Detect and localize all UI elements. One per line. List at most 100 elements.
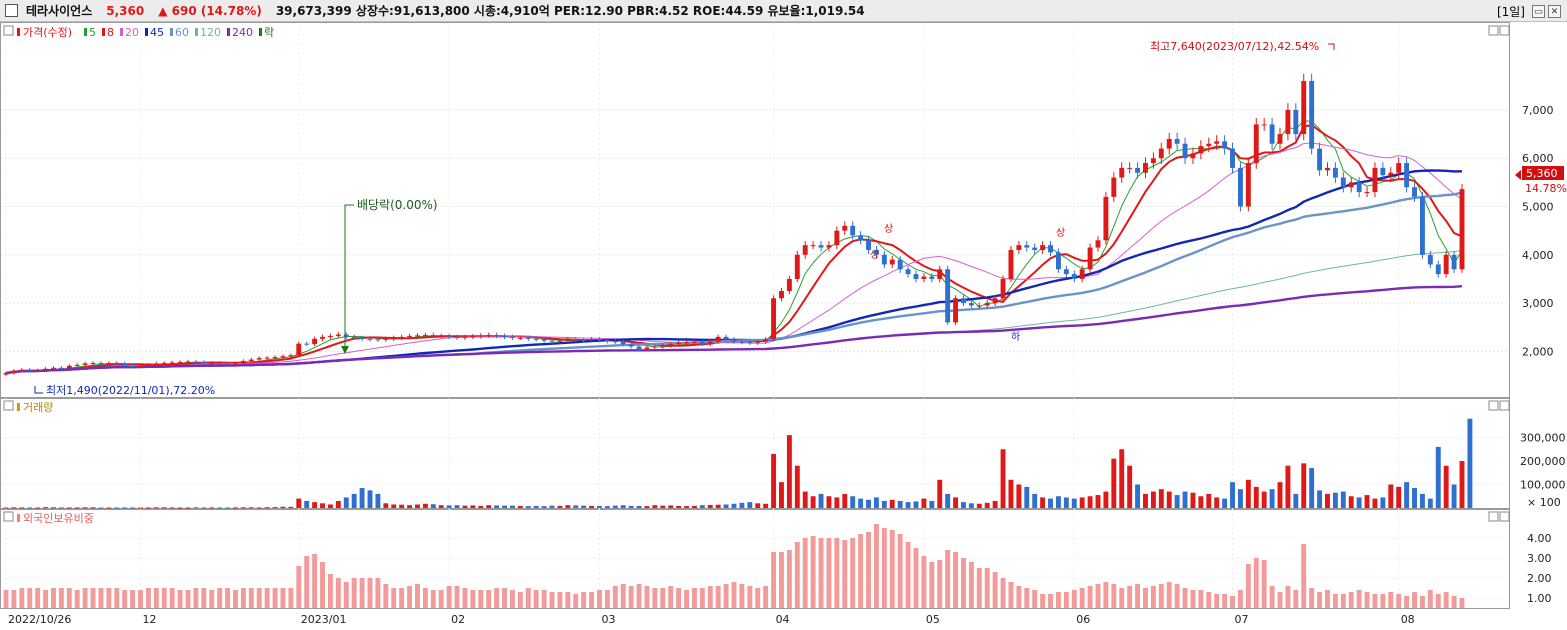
foreign-bar <box>422 588 428 608</box>
close-icon[interactable]: ✕ <box>1548 5 1561 18</box>
foreign-bar <box>557 592 563 608</box>
foreign-bar <box>407 586 413 608</box>
foreign-bar <box>280 588 286 608</box>
candle-body <box>612 341 618 343</box>
volume-bar <box>533 505 539 508</box>
volume-bar <box>494 505 500 508</box>
foreign-bar <box>58 588 64 608</box>
volume-bar <box>968 503 974 508</box>
foreign-bar <box>153 588 159 608</box>
ma-legend-mark <box>145 28 148 36</box>
foreign-bar <box>707 586 713 608</box>
candle-body <box>1293 109 1299 135</box>
x-tick-label: 2023/01 <box>301 613 347 626</box>
volume-bar <box>1158 489 1164 508</box>
foreign-bar <box>288 588 294 608</box>
candle-body <box>161 362 167 364</box>
volume-bar <box>1174 495 1180 508</box>
volume-bar <box>1325 493 1330 508</box>
volume-bar <box>699 505 705 508</box>
volume-bar <box>1166 491 1172 508</box>
candle-body <box>1032 247 1038 250</box>
foreign-bar <box>122 590 128 608</box>
candle-body <box>288 355 294 357</box>
volume-bar <box>1451 484 1457 508</box>
foreign-bar <box>1135 584 1141 608</box>
foreign-panel-minimize-icon[interactable] <box>1488 511 1499 522</box>
candle-body <box>953 298 959 323</box>
foreign-bar <box>1348 592 1354 608</box>
foreign-bar <box>644 586 650 608</box>
foreign-bar <box>1435 594 1441 608</box>
volume-legend-label: 거래량 <box>23 401 53 414</box>
high-annotation: 최고7,640(2023/07/12),42.54% <box>1150 40 1319 53</box>
foreign-bar <box>3 590 9 608</box>
foreign-bar <box>462 588 468 608</box>
volume-bar <box>747 502 753 508</box>
candle-body <box>794 254 800 279</box>
candle-body <box>1277 134 1283 144</box>
foreign-bar <box>1032 590 1038 608</box>
price-panel-close-icon[interactable] <box>1499 25 1510 36</box>
volume-bar <box>391 504 397 508</box>
candle-body <box>889 259 895 265</box>
volume-bar <box>375 493 381 508</box>
volume-bar <box>1427 498 1433 508</box>
volume-panel-minimize-icon[interactable] <box>1488 400 1499 411</box>
volume-bar <box>320 503 325 508</box>
minimize-icon[interactable]: ▭ <box>1532 5 1545 18</box>
volume-bar <box>509 505 515 508</box>
candle-body <box>905 269 911 275</box>
volume-bar <box>660 505 666 508</box>
foreign-bar <box>169 588 175 608</box>
price-panel-minimize-icon[interactable] <box>1488 25 1499 36</box>
foreign-bar <box>1443 592 1449 608</box>
volume-bars <box>3 418 1473 509</box>
ma-legend-label: 8 <box>107 26 114 39</box>
volume-bar <box>929 500 935 508</box>
panel-icons <box>3 25 1510 522</box>
volume-bar <box>644 506 650 508</box>
period-selector[interactable]: [1일] <box>1496 5 1525 19</box>
foreign-panel-icon[interactable] <box>3 511 14 522</box>
foreign-bar <box>296 566 302 608</box>
foreign-bar <box>1048 594 1053 608</box>
foreign-bar <box>217 588 223 608</box>
current-change-tag: 14.78% <box>1525 182 1567 195</box>
volume-bar <box>525 506 531 508</box>
ma-legend-label: 45 <box>150 26 164 39</box>
foreign-bar <box>905 542 911 608</box>
volume-bar <box>1419 493 1425 508</box>
foreign-bar <box>367 578 373 608</box>
volume-bar <box>517 505 523 508</box>
price-legend: 가격(수정) 5 8 20 45 60 120 240 락 <box>17 26 274 39</box>
volume-bar <box>961 502 966 508</box>
foreign-panel-close-icon[interactable] <box>1499 511 1510 522</box>
volume-panel-close-icon[interactable] <box>1499 400 1510 411</box>
candle-body <box>1301 80 1307 135</box>
volume-bar <box>1269 489 1275 508</box>
dividend-line <box>344 204 354 352</box>
candle-body <box>383 338 389 340</box>
foreign-bar <box>1309 588 1315 608</box>
foreign-bar <box>1427 590 1433 608</box>
volume-panel-icon[interactable] <box>3 400 14 411</box>
foreign-bar <box>66 588 72 608</box>
volume-bar <box>1412 488 1417 508</box>
volume-bar <box>35 507 41 509</box>
volume-bar <box>794 465 800 508</box>
candle-body <box>320 336 325 339</box>
select-checkbox[interactable] <box>5 4 18 17</box>
volume-bar <box>597 505 602 508</box>
volume-bar <box>620 505 626 508</box>
volume-bar <box>169 507 175 509</box>
foreign-bar <box>842 540 848 608</box>
volume-bar <box>367 490 373 508</box>
foreign-bar <box>715 586 721 608</box>
volume-bar <box>976 503 982 508</box>
foreign-bar <box>1261 560 1267 608</box>
price-legend-label: 가격(수정) <box>23 26 72 39</box>
volume-bar <box>407 505 413 508</box>
volume-bar <box>549 505 555 508</box>
price-panel-icon[interactable] <box>3 25 14 36</box>
